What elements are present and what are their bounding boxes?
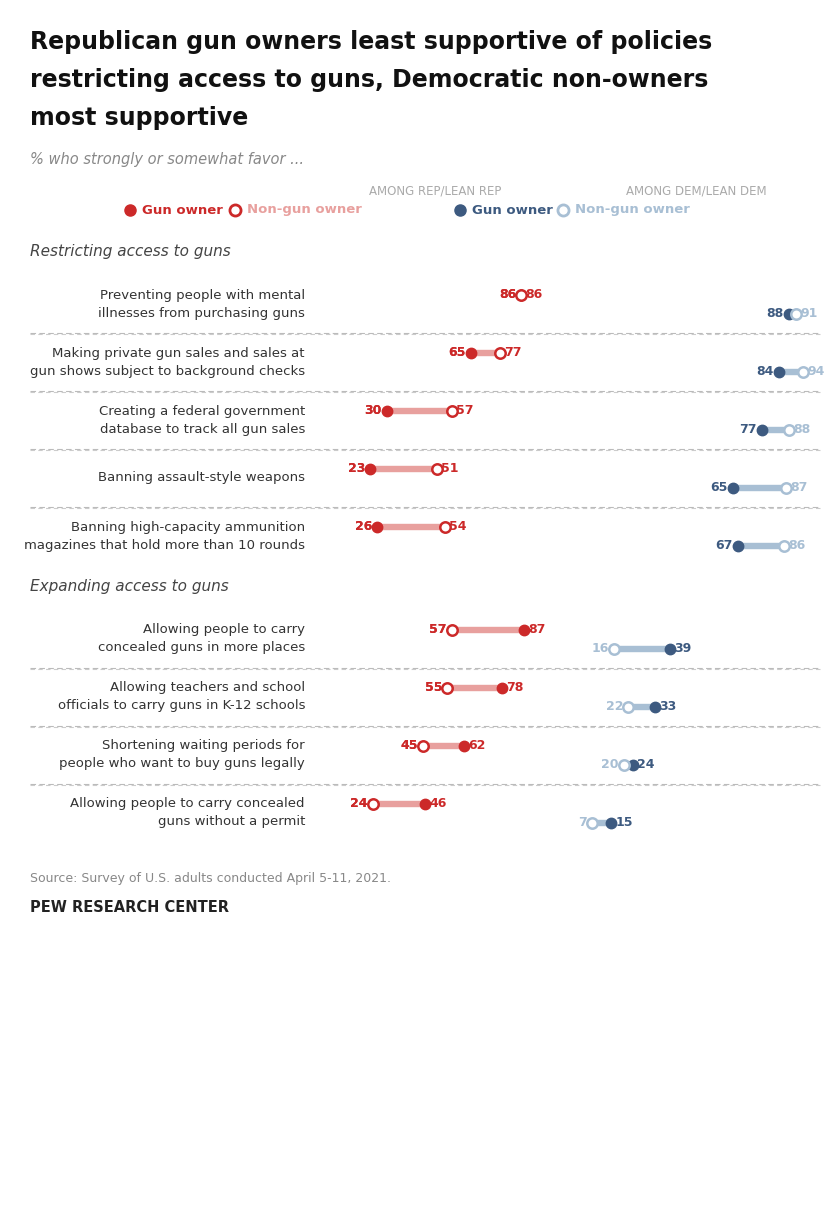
Text: AMONG DEM/LEAN DEM: AMONG DEM/LEAN DEM [626,185,767,198]
Bar [370,465,438,472]
Text: 88: 88 [793,422,810,436]
Text: 54: 54 [449,519,466,533]
Text: 84: 84 [757,365,774,378]
Text: 22: 22 [606,700,623,713]
Text: 78: 78 [507,682,523,694]
Text: 91: 91 [801,307,817,321]
Text: 24: 24 [638,758,655,771]
Text: Allowing people to carry concealed
guns without a permit: Allowing people to carry concealed guns … [71,797,305,829]
Text: 33: 33 [659,700,676,713]
Text: Banning assault-style weapons: Banning assault-style weapons [98,472,305,485]
Text: Gun owner: Gun owner [142,204,223,216]
Text: 77: 77 [504,346,522,359]
Text: % who strongly or somewhat favor ...: % who strongly or somewhat favor ... [30,152,304,167]
Bar [733,485,786,490]
Text: restricting access to guns, Democratic non-owners: restricting access to guns, Democratic n… [30,68,708,92]
Text: 26: 26 [355,519,372,533]
Text: 55: 55 [424,682,442,694]
Bar [471,350,500,355]
Text: 88: 88 [767,307,784,321]
Text: Gun owner: Gun owner [472,204,553,216]
Text: Creating a federal government
database to track all gun sales: Creating a federal government database t… [99,404,305,436]
Text: 57: 57 [456,404,473,418]
Text: 77: 77 [739,422,757,436]
Text: 94: 94 [807,365,825,378]
Text: 24: 24 [350,797,368,810]
Bar [452,628,524,632]
Text: 62: 62 [468,739,486,752]
Text: 39: 39 [674,642,691,655]
Text: 55: 55 [424,682,442,694]
Text: Banning high-capacity ammunition
magazines that hold more than 10 rounds: Banning high-capacity ammunition magazin… [24,521,305,551]
Text: 86: 86 [525,289,543,301]
Text: 57: 57 [429,623,447,636]
Text: PEW RESEARCH CENTER: PEW RESEARCH CENTER [30,900,229,915]
Text: 65: 65 [449,346,466,359]
Bar [373,801,425,806]
Bar [789,311,796,316]
Text: 67: 67 [716,539,732,553]
Bar [623,763,633,768]
Text: Restricting access to guns: Restricting access to guns [30,244,231,259]
Text: 24: 24 [350,797,368,810]
Bar [738,543,784,548]
Text: 45: 45 [401,739,418,752]
Text: 30: 30 [365,404,382,418]
Bar [423,743,464,748]
Text: 51: 51 [441,462,459,475]
Text: most supportive: most supportive [30,106,249,130]
Text: 86: 86 [499,289,517,301]
Text: Shortening waiting periods for
people who want to buy guns legally: Shortening waiting periods for people wh… [60,739,305,770]
Text: 87: 87 [528,623,545,636]
Text: Preventing people with mental
illnesses from purchasing guns: Preventing people with mental illnesses … [98,289,305,319]
Text: Non-gun owner: Non-gun owner [575,204,690,216]
Bar [377,524,444,529]
Bar [628,704,655,709]
Text: Making private gun sales and sales at
gun shows subject to background checks: Making private gun sales and sales at gu… [30,346,305,377]
Text: 7: 7 [578,815,587,829]
Text: 86: 86 [499,289,517,301]
Text: Allowing teachers and school
officials to carry guns in K-12 schools: Allowing teachers and school officials t… [57,682,305,712]
Text: 26: 26 [355,519,372,533]
Text: 65: 65 [711,481,728,494]
Bar [762,427,789,432]
Text: Allowing people to carry
concealed guns in more places: Allowing people to carry concealed guns … [97,624,305,655]
Bar [387,408,452,413]
Text: Republican gun owners least supportive of policies: Republican gun owners least supportive o… [30,29,712,54]
Text: AMONG REP/LEAN REP: AMONG REP/LEAN REP [369,185,501,198]
Text: 15: 15 [616,815,633,829]
Text: 45: 45 [401,739,418,752]
Text: 57: 57 [429,623,447,636]
Text: 86: 86 [788,539,806,553]
Text: 23: 23 [348,462,365,475]
Text: 23: 23 [348,462,365,475]
Bar [614,646,669,651]
Text: 65: 65 [449,346,466,359]
Text: 87: 87 [790,481,808,494]
Bar [592,820,612,825]
Text: Non-gun owner: Non-gun owner [247,204,362,216]
Text: Expanding access to guns: Expanding access to guns [30,578,228,594]
Text: 46: 46 [429,797,447,810]
Text: Source: Survey of U.S. adults conducted April 5-11, 2021.: Source: Survey of U.S. adults conducted … [30,872,391,885]
Text: 30: 30 [365,404,382,418]
Bar [780,368,803,375]
Text: 16: 16 [591,642,609,655]
Bar [447,685,502,690]
Text: 20: 20 [601,758,618,771]
